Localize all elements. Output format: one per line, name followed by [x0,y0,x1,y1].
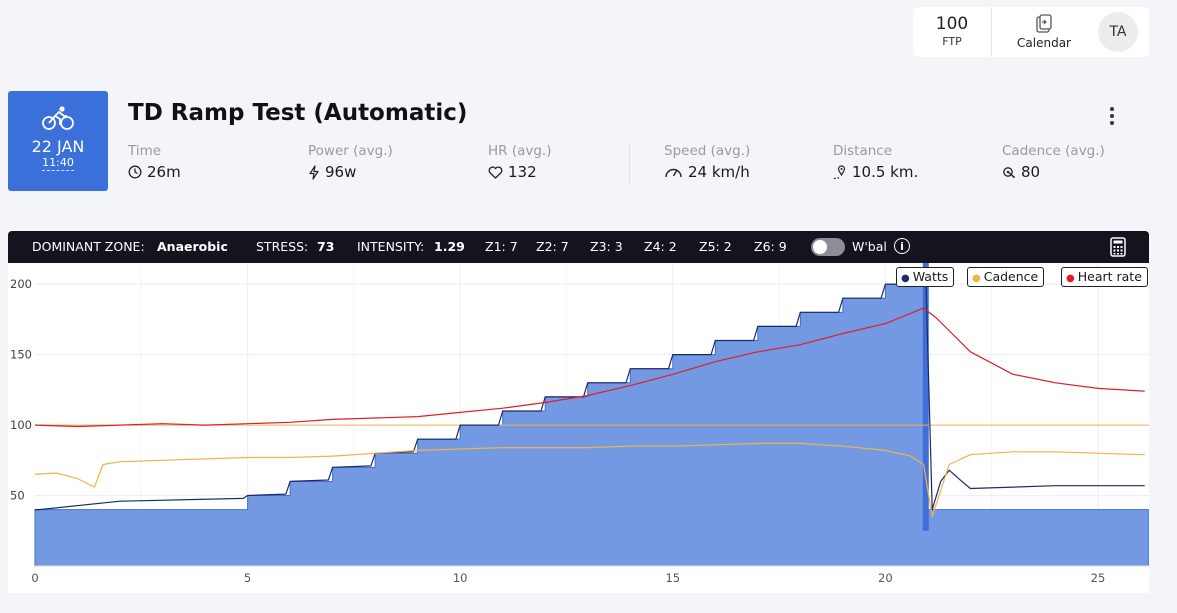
legend-watts[interactable]: ● Watts [896,267,955,287]
workout-date: 22 JAN [31,137,85,156]
stat-label: Distance [833,143,893,159]
stress-value: 73 [317,239,335,254]
stat-label: Speed (avg.) [664,143,751,159]
stat-power: Power (avg.) 96w [308,143,393,181]
cycling-icon [42,106,74,130]
stress-label: STRESS: [256,239,309,254]
x-tick-label: 0 [31,571,38,585]
heart-icon [488,166,503,179]
zone-2-count: Z2: 7 [536,239,569,254]
y-tick-label: 150 [10,348,32,362]
calendar-label: Calendar [1017,36,1071,50]
wbal-label: W'bal [852,239,887,254]
calculator-icon[interactable] [1110,237,1126,257]
legend-cadence[interactable]: ● Cadence [967,267,1045,287]
stat-label: Time [128,143,162,159]
x-tick-label: 10 [453,571,468,585]
legend-heart-rate[interactable]: ● Heart rate [1061,267,1148,287]
workout-chart: 50 100 150 200 0 5 10 15 20 25 ● Watts ● Cadence ● H… [8,263,1150,593]
stat-value: 132 [508,163,537,181]
zone-5-count: Z5: 2 [699,239,732,254]
dominant-zone-label: DOMINANT ZONE: [32,239,145,254]
avatar[interactable]: TA [1098,12,1138,52]
power-chart-svg: 50 100 150 200 0 5 10 15 20 25 [10,263,1150,585]
route-icon [833,164,846,179]
info-icon[interactable]: i [894,238,910,254]
ramp-end-marker [922,263,929,531]
speedometer-icon [665,168,682,178]
x-tick-label: 20 [878,571,893,585]
stat-label: HR (avg.) [488,143,552,159]
x-tick-label: 15 [665,571,680,585]
x-tick-label: 25 [1091,571,1106,585]
stat-label: Power (avg.) [308,143,393,159]
calendar-button[interactable]: Calendar [992,7,1096,57]
stat-hr: HR (avg.) 132 [488,143,551,181]
calendar-icon [1036,14,1052,33]
y-tick-label: 200 [10,277,32,291]
zone-6-count: Z6: 9 [754,239,787,254]
ftp-value: 100 [935,14,969,34]
stat-cadence: Cadence (avg.) 80 [1002,143,1105,181]
zone-1-count: Z1: 7 [485,239,518,254]
stat-time: Time 26m [128,143,181,181]
y-tick-label: 100 [10,418,32,432]
stat-value: 26m [147,163,181,181]
stat-speed: Speed (avg.) 24 km/h [664,143,750,181]
y-tick-label: 50 [10,489,25,503]
series-line-cadence [34,442,1145,518]
clock-icon [128,165,142,179]
cadence-icon [1003,167,1015,178]
series-line-heart-rate [34,307,1145,428]
more-options-icon[interactable] [1104,104,1120,128]
ftp-indicator[interactable]: 100 FTP [913,7,992,57]
stat-value: 24 km/h [688,163,750,181]
zone-4-count: Z4: 2 [644,239,677,254]
stat-label: Cadence (avg.) [1002,143,1105,159]
intensity-value: 1.29 [434,239,465,254]
bolt-icon [309,164,319,180]
x-tick-label: 5 [244,571,251,585]
stat-distance: Distance 10.5 km. [833,143,918,181]
top-header: 100 FTP Calendar TA [913,7,1149,57]
workout-time: 11:40 [42,156,74,171]
zone-summary-bar: DOMINANT ZONE: Anaerobic STRESS: 73 INTE… [8,231,1149,263]
wbal-toggle[interactable] [811,238,845,256]
stat-value: 10.5 km. [852,163,919,181]
stats-divider [629,144,630,184]
zone-3-count: Z3: 3 [590,239,623,254]
stat-value: 80 [1021,163,1041,181]
stat-value: 96w [325,163,357,181]
workout-title: TD Ramp Test (Automatic) [128,100,468,126]
intensity-label: INTENSITY: [357,239,425,254]
dominant-zone-value: Anaerobic [157,239,228,254]
ftp-label: FTP [942,35,962,48]
workout-date-badge: 22 JAN 11:40 [8,91,108,191]
